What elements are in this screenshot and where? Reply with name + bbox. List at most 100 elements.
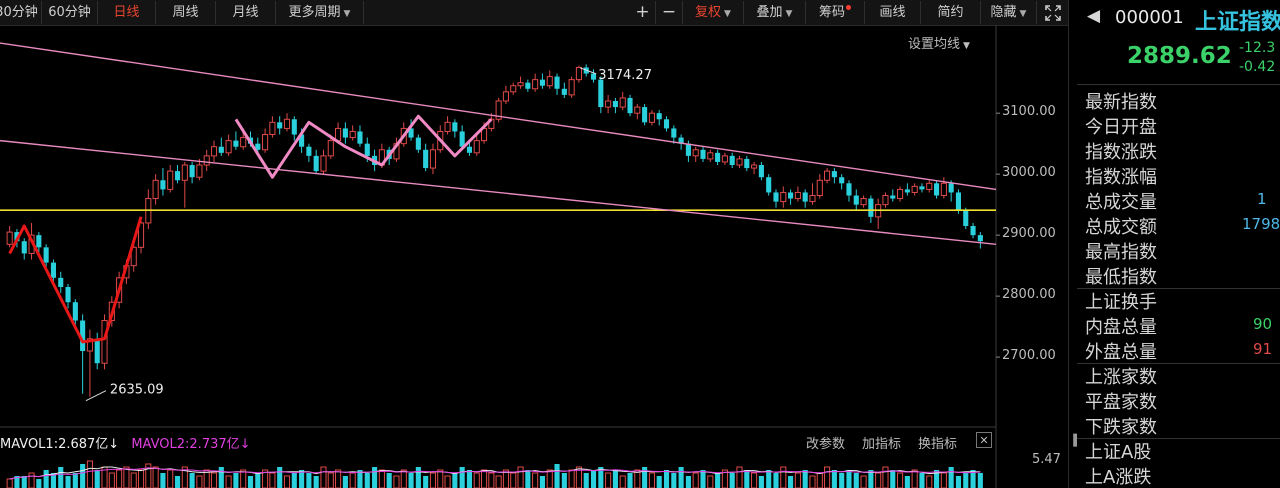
volume-bar	[488, 472, 495, 488]
volume-bar	[824, 466, 831, 488]
candle-body	[648, 112, 655, 123]
candle-body	[890, 195, 896, 199]
period-60min-tab[interactable]: 60分钟	[42, 1, 98, 24]
candle-body	[831, 171, 837, 178]
candle-body	[342, 128, 348, 138]
fullscreen-icon[interactable]	[1037, 1, 1068, 24]
volume-bar	[291, 473, 297, 488]
edit-params-button[interactable]: 改参数	[806, 437, 846, 452]
volume-bar	[977, 473, 983, 488]
volume-bar	[357, 470, 363, 488]
candle-body	[634, 106, 641, 114]
quote-row-value: 90	[1253, 315, 1273, 333]
quote-row-label: 指数涨幅	[1085, 167, 1157, 188]
quote-row: 指数涨跌	[1077, 137, 1280, 163]
volume-bar	[6, 478, 13, 488]
candle-body	[940, 182, 947, 197]
candle-body	[671, 128, 677, 138]
overlay-dropdown[interactable]: 叠加 ▼	[744, 1, 806, 24]
candle-body	[473, 140, 480, 154]
candlestick-chart[interactable]: 3174.27 2635.09	[0, 0, 1068, 488]
candle-body	[963, 210, 969, 226]
candle-body	[517, 82, 524, 87]
volume-bar	[86, 460, 93, 488]
volume-bar	[21, 476, 27, 488]
index-price: 2889.62	[1127, 43, 1232, 69]
add-indicator-button[interactable]: 加指标	[862, 437, 902, 452]
quote-row-label: 最低指数	[1085, 267, 1157, 288]
drawn-zigzag-red	[8, 216, 143, 344]
chips-button[interactable]: 筹码	[806, 1, 865, 24]
candle-body	[423, 149, 429, 169]
candle-body	[904, 189, 910, 193]
draw-line-button[interactable]: 画线	[865, 1, 921, 24]
y-tick-label: 3100.00	[1002, 104, 1056, 120]
period-30min-tab[interactable]: 30分钟	[0, 1, 42, 24]
candle-body	[707, 152, 714, 160]
volume-bar	[393, 475, 400, 488]
more-periods-dropdown[interactable]: 更多周期 ▼	[276, 1, 364, 24]
candle-body	[970, 226, 976, 236]
volume-bar	[678, 467, 684, 488]
index-change: -12.3	[1239, 40, 1276, 56]
volume-bar	[444, 475, 451, 488]
volume-bar	[277, 467, 283, 488]
volume-bar	[663, 470, 670, 488]
quote-row: 最低指数	[1077, 262, 1280, 288]
zoom-in-button[interactable]: +	[630, 1, 656, 24]
quote-row-label: 下跌家数	[1085, 417, 1157, 438]
zoom-out-button[interactable]: −	[656, 1, 683, 24]
switch-indicator-button[interactable]: 换指标	[918, 437, 958, 452]
volume-bar	[919, 473, 925, 488]
simple-mode-button[interactable]: 简约	[921, 1, 981, 24]
index-code: 000001	[1115, 7, 1184, 28]
volume-bar	[963, 473, 969, 488]
period-monthly-tab[interactable]: 月线	[216, 1, 276, 24]
volume-bar	[429, 472, 437, 488]
volume-bar	[948, 467, 954, 488]
panel-splitter[interactable]	[1068, 0, 1077, 488]
y-tick-label: 2700.00	[1002, 348, 1056, 364]
hide-dropdown[interactable]: 隐藏 ▼	[981, 1, 1037, 24]
volume-bar	[721, 469, 728, 488]
candle-body	[210, 146, 218, 157]
period-weekly-tab[interactable]: 周线	[156, 1, 216, 24]
candle-body	[452, 122, 458, 132]
quote-row-value: 1798	[1242, 215, 1280, 233]
quote-row: 上涨家数	[1077, 362, 1280, 388]
candle-body	[860, 198, 867, 206]
quote-row: 平盘家数	[1077, 387, 1280, 413]
candle-body	[262, 134, 269, 151]
quote-row-value: 1	[1257, 190, 1267, 208]
volume-bar	[860, 475, 867, 488]
volume-bar	[648, 472, 655, 488]
rights-dropdown[interactable]: 复权 ▼	[683, 1, 744, 24]
volume-bar	[408, 473, 414, 488]
quote-row-label: 总成交额	[1085, 217, 1157, 238]
grip-icon[interactable]: ▐	[1069, 434, 1078, 447]
candle-body	[364, 143, 370, 156]
volume-bar	[94, 470, 100, 488]
candle-body	[269, 121, 276, 136]
volume-bar	[868, 470, 874, 488]
candle-body	[137, 222, 145, 248]
ma-setting-dropdown[interactable]: 设置均线 ▼	[908, 37, 970, 52]
quote-row-label: 指数涨跌	[1085, 142, 1157, 163]
quote-row-label: 平盘家数	[1085, 392, 1157, 413]
close-icon[interactable]: ✕	[976, 432, 992, 448]
high-annotation: 3174.27	[598, 68, 652, 83]
low-marker-line	[85, 390, 107, 402]
candle-body	[977, 235, 983, 242]
quote-row: 下跌家数	[1077, 412, 1280, 438]
volume-bar	[72, 473, 78, 488]
back-icon[interactable]: ◀	[1087, 6, 1101, 26]
quote-row: 上证A股	[1077, 437, 1280, 463]
period-daily-tab[interactable]: 日线	[98, 1, 156, 24]
volume-bar	[262, 469, 269, 488]
candle-body	[203, 155, 210, 166]
candle-body	[335, 127, 342, 142]
volume-bar	[152, 466, 159, 488]
candle-body	[299, 134, 305, 147]
volume-bar	[634, 469, 641, 488]
volume-bar	[349, 472, 356, 488]
